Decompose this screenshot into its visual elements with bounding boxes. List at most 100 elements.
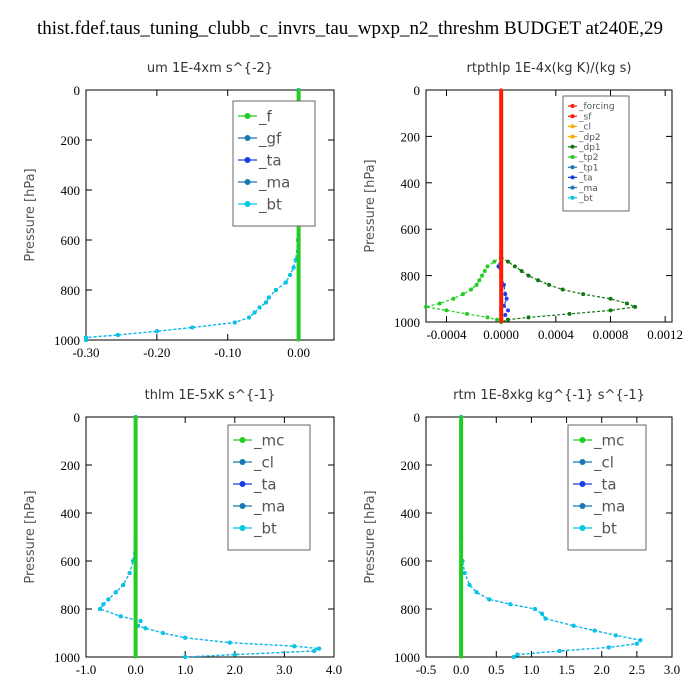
y-tick-label: 200	[401, 458, 421, 473]
data-point	[499, 250, 503, 254]
x-tick-label: 0.0	[127, 662, 143, 677]
data-point	[154, 329, 159, 334]
plot-frame	[85, 89, 335, 341]
data-point	[467, 583, 472, 587]
data-point	[232, 320, 237, 325]
legend-marker	[570, 104, 575, 108]
data-point	[480, 273, 485, 278]
data-point	[499, 274, 503, 278]
data-point	[459, 415, 463, 419]
legend-marker	[239, 481, 246, 487]
data-point	[134, 583, 138, 587]
y-tick-label: 200	[61, 133, 81, 148]
legend-entry: _tp2	[578, 153, 598, 163]
data-point	[134, 463, 138, 467]
legend-entry: _bt	[593, 519, 617, 538]
data-point	[296, 238, 301, 242]
data-point	[465, 311, 469, 316]
data-point	[183, 635, 188, 640]
data-point	[451, 296, 456, 301]
data-point	[106, 597, 111, 602]
legend-marker	[579, 525, 586, 531]
y-tick-label: 200	[401, 129, 421, 144]
data-point	[504, 296, 509, 301]
data-point	[543, 616, 548, 621]
legend-marker	[570, 155, 575, 159]
y-tick-label: 800	[401, 269, 421, 284]
y-tick-label: 1000	[54, 650, 80, 665]
legend-marker	[570, 195, 575, 200]
data-point	[526, 273, 531, 278]
legend-marker	[244, 113, 251, 119]
data-point	[624, 301, 629, 306]
data-point	[227, 640, 232, 645]
legend-entry: _ta	[593, 475, 617, 494]
data-point	[459, 607, 463, 611]
data-point	[499, 111, 503, 115]
data-point	[557, 649, 562, 653]
data-point	[462, 571, 467, 575]
x-tick-label: 0.00	[287, 345, 310, 360]
data-point	[115, 333, 120, 337]
data-point	[134, 655, 138, 659]
data-point	[190, 325, 195, 330]
x-tick-label: 1.0	[177, 662, 193, 677]
y-tick-label: 0	[74, 410, 81, 425]
legend-marker	[570, 124, 575, 129]
x-tick-label: 2.0	[594, 662, 610, 677]
y-axis-label: Pressure [hPa]	[23, 490, 38, 583]
x-tick-label: 2.5	[629, 662, 645, 677]
legend-marker	[579, 437, 586, 443]
data-point	[487, 597, 492, 602]
data-point	[113, 590, 118, 595]
data-point	[283, 280, 288, 285]
data-point	[266, 295, 271, 300]
data-point	[499, 204, 503, 208]
data-point	[134, 559, 138, 563]
data-point	[134, 415, 138, 419]
y-tick-label: 600	[61, 554, 81, 569]
data-point	[246, 315, 251, 320]
x-tick-label: -1.0	[76, 662, 97, 677]
legend-entry: _ta	[578, 174, 593, 184]
legend-marker	[579, 459, 586, 465]
panel-title: rtpthlp 1E-4x(kg K)/(kg s)	[467, 61, 632, 76]
data-point	[127, 571, 132, 575]
data-point	[499, 88, 503, 92]
y-tick-label: 1000	[394, 650, 420, 665]
data-point	[296, 263, 301, 267]
series-line-bt	[460, 417, 642, 658]
data-point	[160, 631, 165, 635]
data-point	[482, 268, 487, 273]
data-point	[459, 487, 463, 491]
legend-entry: _forcing	[578, 102, 615, 112]
data-point	[296, 88, 301, 92]
x-tick-label: 0.0012	[647, 327, 683, 342]
legend-marker	[239, 437, 246, 443]
data-point	[608, 296, 613, 301]
y-tick-label: 800	[401, 602, 421, 617]
data-point	[183, 655, 188, 659]
x-tick-label: 1.5	[558, 662, 574, 677]
legend-entry: _mc	[593, 431, 624, 450]
panel-title: rtm 1E-8xkg kg^{-1} s^{-1}	[453, 388, 645, 403]
y-tick-label: 400	[61, 506, 81, 521]
data-point	[291, 265, 296, 270]
data-point	[134, 535, 138, 539]
data-point	[97, 607, 102, 611]
legend-entry: _dp2	[578, 133, 601, 143]
data-point	[273, 288, 278, 292]
y-tick-label: 800	[61, 283, 81, 298]
data-point	[469, 287, 474, 292]
data-point	[503, 292, 508, 297]
data-point	[499, 158, 503, 162]
data-point	[571, 623, 576, 628]
legend-marker	[239, 459, 246, 465]
data-point	[232, 652, 237, 657]
data-point	[460, 292, 465, 297]
data-point	[499, 134, 503, 138]
series-line-dp1	[500, 256, 638, 323]
panel-rtpthlp: rtpthlp 1E-4x(kg K)/(kg s) Pressure [hPa]…	[363, 61, 683, 342]
data-point	[101, 602, 106, 607]
plot-frame	[425, 416, 673, 658]
